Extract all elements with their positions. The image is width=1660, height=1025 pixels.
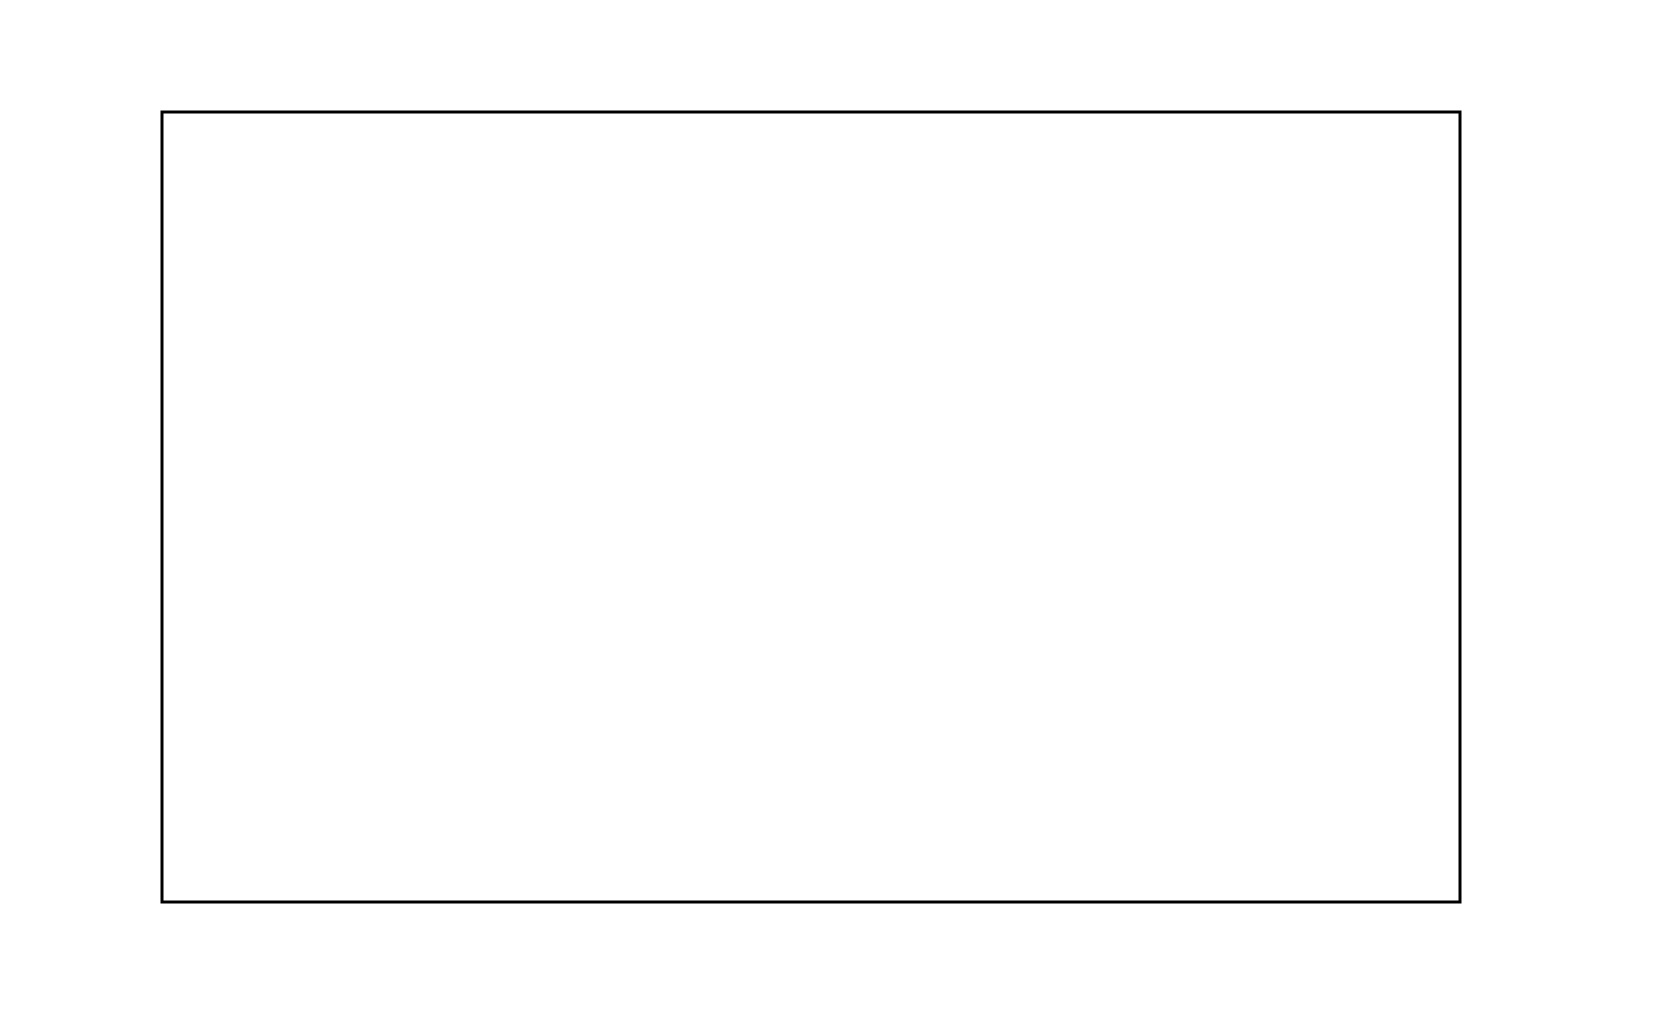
- plot-frame: [160, 110, 1462, 904]
